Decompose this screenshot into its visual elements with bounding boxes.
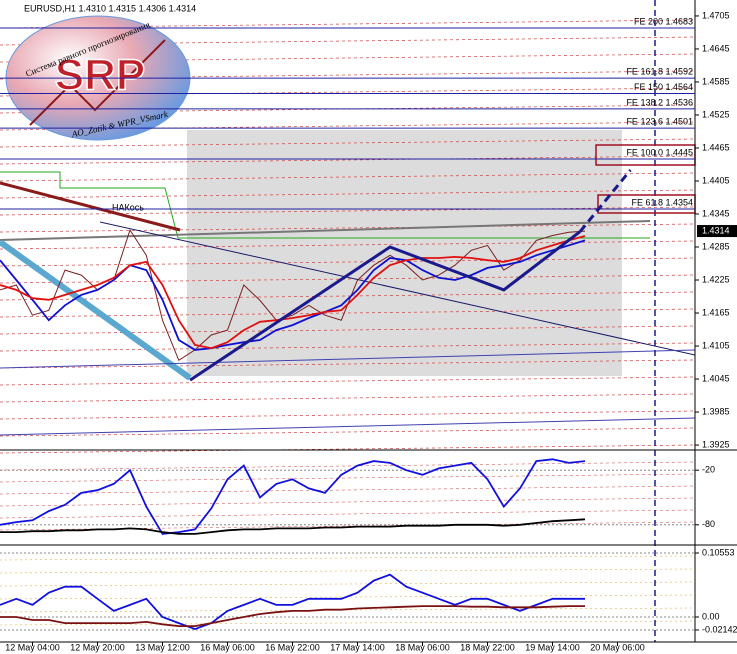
y-tick-label: 1.4285 [702, 241, 730, 251]
fe-label: FE 100.0 1.4445 [626, 147, 693, 157]
x-tick-label: 16 May 06:00 [200, 642, 255, 652]
price-box [697, 225, 737, 238]
series-line [0, 458, 586, 535]
y-tick-label: 1.4465 [702, 142, 730, 152]
trend-maroon [0, 181, 181, 232]
y-tick-label: 1.4645 [702, 43, 730, 53]
dotted-level [0, 497, 696, 507]
dotted-level [0, 291, 696, 301]
y-tick-label: 1.4045 [702, 373, 730, 383]
chart-title: EURUSD,H1 1.4310 1.4315 1.4306 1.4314 [24, 3, 196, 13]
y-tick-label: 1.4705 [702, 10, 730, 20]
dotted-level [0, 376, 696, 386]
x-tick-label: 18 May 06:00 [395, 642, 450, 652]
y-tick-label: 1.4225 [702, 274, 730, 284]
dotted-level [0, 393, 696, 403]
series-line [0, 235, 586, 350]
y-tick-label: 1.4105 [702, 340, 730, 350]
trend-gray [0, 220, 651, 241]
series-line [0, 518, 586, 535]
y-tick-label: 1.3985 [702, 406, 730, 416]
dotted-level [0, 607, 696, 613]
dotted-level [0, 325, 696, 335]
x-tick-label: 12 May 20:00 [70, 642, 125, 652]
y-tick-label: -80 [702, 519, 715, 529]
trend-thin [99, 221, 696, 356]
dotted-level [0, 308, 696, 318]
y-tick-label: 1.4345 [702, 208, 730, 218]
dotted-level [0, 359, 696, 369]
y-tick-label: 1.4165 [702, 307, 730, 317]
x-tick-label: 20 May 06:00 [590, 642, 645, 652]
envelope-line [0, 171, 650, 239]
y-tick-label: -0.02142 [702, 624, 737, 634]
dotted-level [0, 568, 696, 574]
price-label: 1.4314 [702, 225, 730, 235]
channel-low [0, 349, 696, 369]
dotted-level [0, 172, 696, 182]
fe-label: FE 138.2 1.4536 [626, 97, 693, 107]
fe-label: FE 61.8 1.4354 [631, 197, 693, 207]
dotted-level [0, 581, 696, 587]
dotted-level [0, 274, 696, 284]
logo-name: SRP [55, 51, 145, 100]
dotted-level [0, 461, 696, 471]
x-tick-label: 17 May 14:00 [330, 642, 385, 652]
series-line [0, 573, 585, 631]
trend-channel [0, 239, 192, 381]
series-line [0, 239, 586, 351]
channel-low2 [0, 417, 696, 436]
y-tick-label: 1.3925 [702, 439, 730, 449]
x-tick-label: 16 May 22:00 [265, 642, 320, 652]
dotted-level [0, 555, 696, 561]
y-tick-label: 0.10553 [702, 547, 735, 557]
x-tick-label: 19 May 14:00 [525, 642, 580, 652]
y-tick-label: 0.00 [702, 611, 720, 621]
fe-label: FE 200 1.4683 [634, 16, 693, 26]
dotted-level [0, 240, 696, 250]
dotted-level [0, 620, 696, 626]
zigzag [189, 230, 582, 382]
fe-label: FE 161.8 1.4592 [626, 66, 693, 76]
y-tick-label: 1.4585 [702, 76, 730, 86]
dotted-level [0, 138, 696, 148]
y-tick-label: 1.4525 [702, 109, 730, 119]
dotted-level [0, 444, 696, 454]
dotted-level [0, 155, 696, 165]
annotation: НАКось [112, 202, 144, 212]
dotted-level [0, 257, 696, 267]
dotted-level [0, 485, 696, 495]
dotted-level [0, 410, 696, 420]
dotted-level [0, 473, 696, 483]
y-tick-label: -20 [702, 465, 715, 475]
dotted-level [0, 427, 696, 437]
dotted-level [0, 594, 696, 600]
dotted-level [0, 342, 696, 352]
fe-label: FE 123.6 1.4501 [626, 117, 693, 127]
dotted-level [0, 223, 696, 233]
fe-label: FE 150 1.4564 [634, 82, 693, 92]
projection [578, 169, 632, 233]
dotted-level [0, 509, 696, 519]
y-tick-label: 1.4405 [702, 175, 730, 185]
x-tick-label: 18 May 22:00 [460, 642, 515, 652]
dotted-level [0, 189, 696, 199]
series-line [0, 605, 585, 627]
x-tick-label: 13 May 12:00 [135, 642, 190, 652]
x-tick-label: 12 May 04:00 [5, 642, 60, 652]
logo-arrow [29, 39, 166, 126]
